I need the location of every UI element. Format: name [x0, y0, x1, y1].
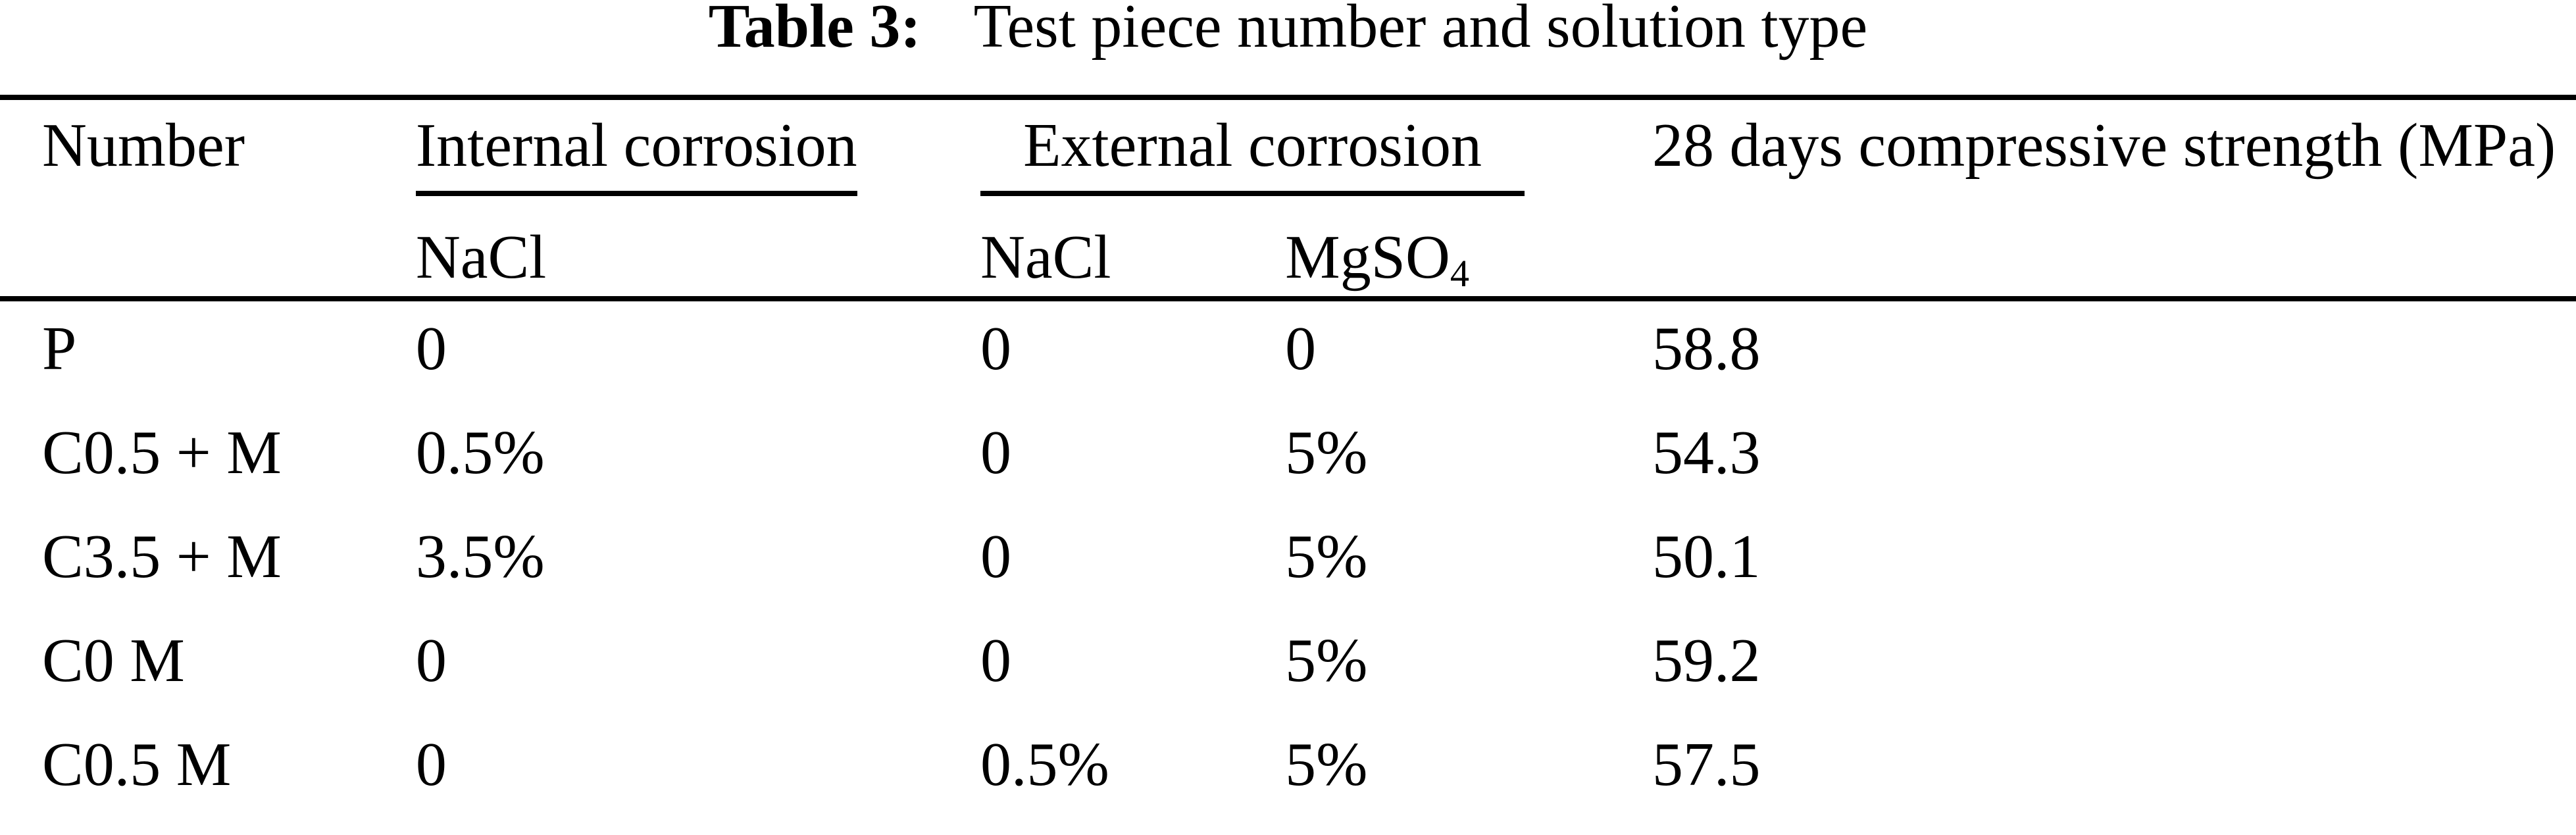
cell-number: C0.5 M [42, 730, 232, 799]
cell-strength: 54.3 [1652, 418, 1761, 487]
mgso4-subscript: 4 [1450, 251, 1470, 295]
cell-internal-nacl: 0 [416, 821, 980, 835]
cell-external-nacl: 0 [980, 315, 1012, 383]
table-body: P 0 0 0 58.8 C0.5 + M 0.5% 0 5% 54.3 C3.… [0, 299, 2576, 835]
caption-label: Table 3: [708, 0, 921, 61]
header-external-corrosion: External corrosion [980, 97, 1652, 196]
cell-external-mgso4: 5% [1285, 626, 1368, 695]
cell-external-mgso4: 5% [1285, 730, 1368, 799]
cell-external-nacl: 0 [980, 626, 1012, 695]
cell-strength: 58.8 [1652, 315, 1761, 383]
header-external-corrosion-label: External corrosion [980, 114, 1525, 196]
table-row: C0.5 + M 0.5% 0 5% 54.3 [0, 405, 2576, 509]
header-strength: 28 days compressive strength (MPa) [1652, 111, 2556, 180]
cell-strength: 57.5 [1652, 730, 1761, 799]
subheader-internal-nacl: NaCl [415, 196, 981, 301]
cell-strength: 59.2 [1652, 626, 1761, 695]
header-row-solutions: NaCl NaCl MgSO4 [0, 196, 2576, 301]
header-internal-corrosion: Internal corrosion [415, 97, 980, 196]
table-caption: Table 3: Test piece number and solution t… [0, 0, 2576, 57]
cell-internal-nacl: 0.5% [415, 418, 545, 487]
subheader-empty [0, 196, 416, 301]
data-table: Number Internal corrosion External corro… [0, 95, 2576, 835]
cell-internal-nacl: 0 [415, 626, 447, 695]
table-row: C3.5 + M 3.5% 0 5% 50.1 [0, 509, 2576, 613]
subheader-external-mgso4: MgSO4 [1285, 196, 1653, 301]
cell-strength: 58.1 [1652, 821, 2576, 835]
cell-external-nacl: 0 [980, 418, 1012, 487]
subheader-empty [1652, 196, 2576, 301]
cell-number: C3.5 + M [42, 522, 282, 591]
header-row-groups: Number Internal corrosion External corro… [0, 97, 2576, 196]
cell-number: C0.5 + M [42, 418, 282, 487]
cell-external-mgso4: 5% [1285, 821, 1652, 835]
table-row: C0 M 0 0 5% 59.2 [0, 613, 2576, 717]
cell-number: C0 M [42, 626, 185, 695]
cell-strength: 50.1 [1652, 522, 1761, 591]
header-number: Number [42, 111, 245, 180]
caption-text: Test piece number and solution type [973, 0, 1868, 61]
header-internal-corrosion-label: Internal corrosion [415, 114, 857, 196]
cell-number: C3.5 M [0, 821, 416, 835]
cell-internal-nacl: 0 [415, 315, 447, 383]
table-row: C3.5 M 0 3.5% 5% 58.1 [0, 821, 2576, 835]
cell-external-nacl: 3.5% [980, 821, 1285, 835]
cell-external-nacl: 0 [980, 522, 1012, 591]
cell-external-mgso4: 0 [1285, 315, 1317, 383]
subheader-external-nacl: NaCl [980, 196, 1286, 301]
mgso4-base: MgSO [1285, 223, 1450, 291]
table-header: Number Internal corrosion External corro… [0, 97, 2576, 301]
cell-number: P [42, 315, 77, 383]
cell-internal-nacl: 3.5% [415, 522, 545, 591]
cell-external-nacl: 0.5% [980, 730, 1109, 799]
table-row: C0.5 M 0 0.5% 5% 57.5 [0, 717, 2576, 821]
cell-internal-nacl: 0 [415, 730, 447, 799]
table-row: P 0 0 0 58.8 [0, 299, 2576, 405]
cell-external-mgso4: 5% [1285, 522, 1368, 591]
cell-external-mgso4: 5% [1285, 418, 1368, 487]
